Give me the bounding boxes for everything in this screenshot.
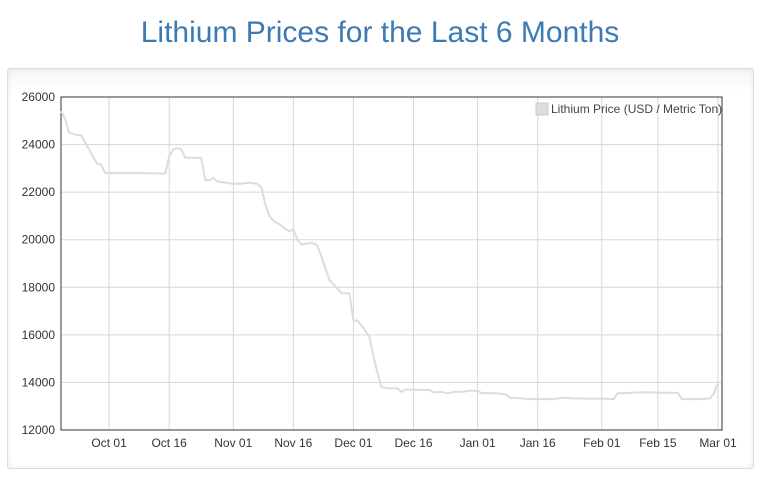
x-tick-label: Mar 01 <box>699 436 737 450</box>
y-tick-label: 12000 <box>22 423 56 437</box>
chart-panel <box>7 68 754 469</box>
gridlines <box>61 96 722 431</box>
y-tick-label: 18000 <box>22 280 56 294</box>
legend: Lithium Price (USD / Metric Ton) <box>535 102 722 116</box>
y-tick-label: 26000 <box>22 90 56 104</box>
y-tick-label: 16000 <box>22 328 56 342</box>
x-tick-label: Jan 01 <box>460 436 496 450</box>
y-tick-label: 24000 <box>22 138 56 152</box>
x-tick-label: Nov 01 <box>214 436 252 450</box>
x-tick-label: Jan 16 <box>520 436 556 450</box>
x-tick-label: Oct 16 <box>151 436 187 450</box>
x-tick-label: Dec 01 <box>334 436 372 450</box>
x-tick-label: Oct 01 <box>91 436 127 450</box>
y-tick-label: 14000 <box>22 375 56 389</box>
x-tick-label: Feb 01 <box>583 436 621 450</box>
legend-label: Lithium Price (USD / Metric Ton) <box>551 102 722 116</box>
y-tick-label: 20000 <box>22 233 56 247</box>
x-tick-label: Nov 16 <box>274 436 312 450</box>
chart-title: Lithium Prices for the Last 6 Months <box>140 16 620 49</box>
x-tick-label: Dec 16 <box>395 436 433 450</box>
plot-frame <box>60 96 723 431</box>
x-tick-label: Feb 15 <box>639 436 677 450</box>
legend-swatch <box>535 102 549 116</box>
y-tick-label: 22000 <box>22 185 56 199</box>
axes: 26000 24000 22000 20000 18000 16000 14000 12000… <box>22 90 737 450</box>
series-line <box>60 110 719 401</box>
series-lines <box>60 110 719 401</box>
